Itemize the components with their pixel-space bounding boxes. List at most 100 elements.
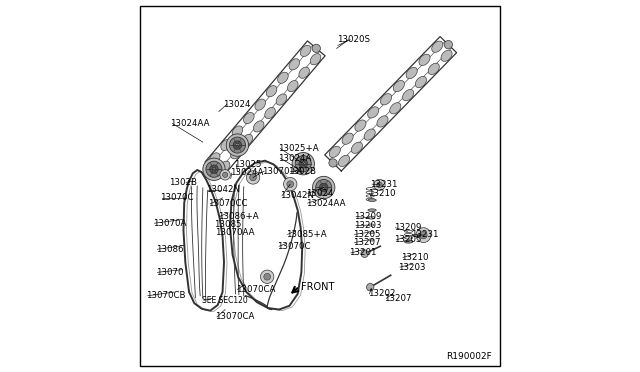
Text: 13210: 13210 <box>367 189 395 198</box>
Circle shape <box>319 183 328 192</box>
Text: 13205: 13205 <box>353 230 380 239</box>
Ellipse shape <box>394 80 404 92</box>
Circle shape <box>246 171 260 184</box>
Text: 13201: 13201 <box>349 248 376 257</box>
Ellipse shape <box>428 63 439 74</box>
Circle shape <box>220 170 230 180</box>
Text: 13209: 13209 <box>394 223 421 232</box>
Text: 13025+A: 13025+A <box>278 144 319 153</box>
Circle shape <box>229 137 246 153</box>
Ellipse shape <box>415 76 426 88</box>
Circle shape <box>233 141 242 149</box>
Ellipse shape <box>289 59 300 70</box>
Text: 13024: 13024 <box>223 100 250 109</box>
Ellipse shape <box>220 161 230 172</box>
Ellipse shape <box>368 209 376 212</box>
Circle shape <box>361 250 369 257</box>
Circle shape <box>444 41 452 49</box>
Circle shape <box>312 44 321 52</box>
Circle shape <box>212 167 216 171</box>
Text: 13070CB: 13070CB <box>146 291 186 300</box>
Ellipse shape <box>232 126 243 137</box>
Text: 13210: 13210 <box>401 253 429 262</box>
Ellipse shape <box>266 86 277 97</box>
Text: 13042N: 13042N <box>280 191 314 200</box>
Text: 13205: 13205 <box>394 235 422 244</box>
Ellipse shape <box>299 67 310 78</box>
Text: SEE SEC120: SEE SEC120 <box>202 296 248 305</box>
Text: 13207: 13207 <box>353 238 380 247</box>
Ellipse shape <box>369 239 374 241</box>
Circle shape <box>292 153 314 175</box>
Ellipse shape <box>278 72 288 83</box>
Ellipse shape <box>339 155 349 167</box>
Text: 13070C: 13070C <box>277 242 311 251</box>
Circle shape <box>301 162 305 165</box>
Circle shape <box>367 283 374 291</box>
Circle shape <box>210 165 218 173</box>
Ellipse shape <box>403 90 413 101</box>
Ellipse shape <box>367 216 375 219</box>
Ellipse shape <box>351 142 362 153</box>
Ellipse shape <box>406 67 417 78</box>
Ellipse shape <box>242 134 253 145</box>
Circle shape <box>420 231 427 239</box>
Text: 13085: 13085 <box>214 220 241 229</box>
Ellipse shape <box>253 121 264 132</box>
Text: 13203: 13203 <box>398 263 426 272</box>
Text: 13086: 13086 <box>156 245 183 254</box>
Text: 13086+A: 13086+A <box>218 212 259 221</box>
Circle shape <box>287 181 294 187</box>
Text: 13070CC: 13070CC <box>209 199 248 208</box>
Ellipse shape <box>342 133 353 144</box>
Text: 13042N: 13042N <box>206 185 240 194</box>
Ellipse shape <box>329 146 340 157</box>
Text: 13070CA: 13070CA <box>236 285 275 294</box>
Text: 13024AA: 13024AA <box>170 119 210 128</box>
Circle shape <box>236 144 239 147</box>
Ellipse shape <box>276 94 287 105</box>
Circle shape <box>227 134 248 156</box>
Text: 1302B: 1302B <box>170 178 197 187</box>
Text: 13070AA: 13070AA <box>215 228 255 237</box>
Text: 13085+A: 13085+A <box>286 230 326 239</box>
Text: 13020S: 13020S <box>337 35 370 44</box>
Circle shape <box>312 176 335 199</box>
Ellipse shape <box>310 54 321 65</box>
Text: 13202: 13202 <box>367 289 395 298</box>
Text: 13207: 13207 <box>385 294 412 303</box>
Text: FRONT: FRONT <box>301 282 334 292</box>
Text: 13070+A: 13070+A <box>262 167 303 176</box>
Circle shape <box>316 179 332 196</box>
Text: 13024AA: 13024AA <box>306 199 346 208</box>
Text: 13231: 13231 <box>370 180 397 189</box>
Circle shape <box>377 182 382 187</box>
Text: 1302B: 1302B <box>289 167 316 176</box>
Ellipse shape <box>419 54 430 65</box>
Text: 13070C: 13070C <box>160 193 193 202</box>
Text: 13070A: 13070A <box>152 219 186 228</box>
Ellipse shape <box>404 240 413 243</box>
Circle shape <box>260 270 274 283</box>
Text: 13203: 13203 <box>354 221 381 230</box>
Ellipse shape <box>255 99 266 110</box>
Ellipse shape <box>355 120 366 131</box>
Circle shape <box>223 172 228 177</box>
Text: 13024: 13024 <box>306 189 333 198</box>
Ellipse shape <box>368 199 376 202</box>
Ellipse shape <box>265 108 275 119</box>
Circle shape <box>203 158 225 180</box>
Text: R190002F: R190002F <box>447 352 492 361</box>
Ellipse shape <box>380 94 392 105</box>
Ellipse shape <box>300 45 311 57</box>
Circle shape <box>264 273 271 280</box>
Circle shape <box>374 179 385 190</box>
Text: 13024A: 13024A <box>230 169 263 177</box>
Ellipse shape <box>390 103 401 114</box>
Circle shape <box>206 161 222 177</box>
Text: 13070: 13070 <box>156 268 183 277</box>
Text: 13025: 13025 <box>234 160 262 169</box>
Circle shape <box>284 177 297 191</box>
Ellipse shape <box>221 140 232 151</box>
Circle shape <box>416 228 431 243</box>
